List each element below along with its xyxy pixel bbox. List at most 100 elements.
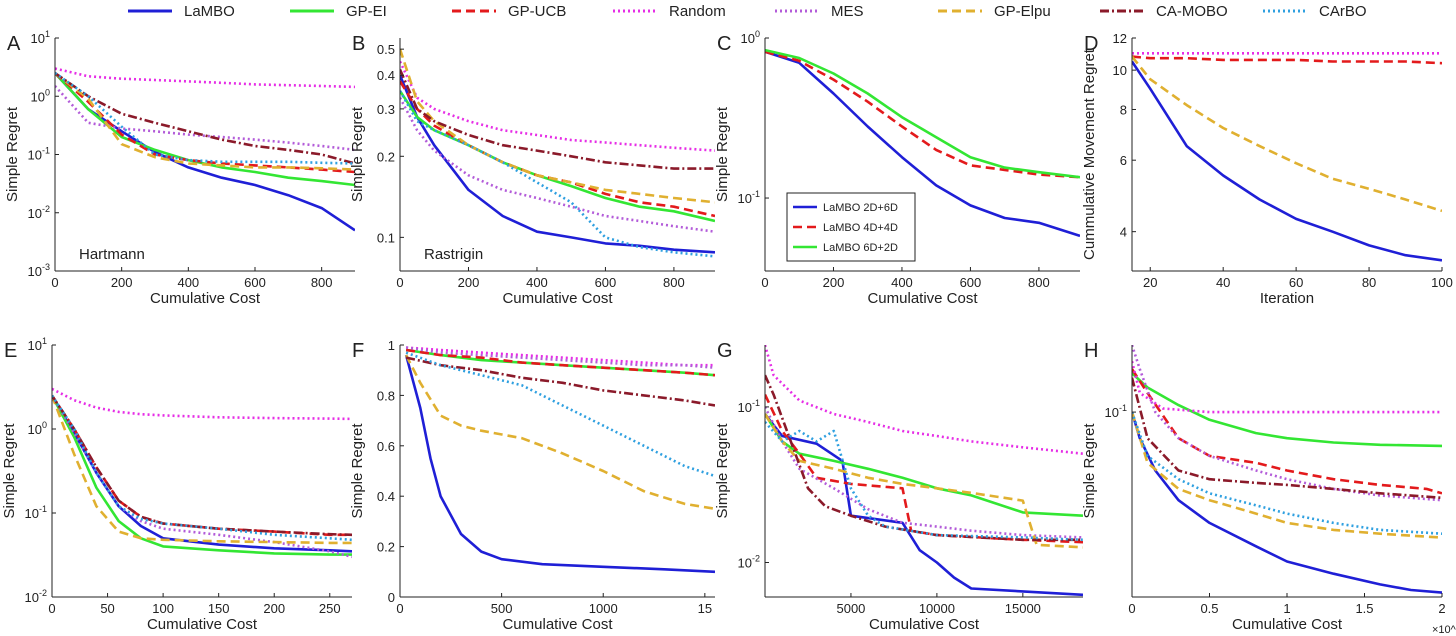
x-tick-label: 20 (1143, 275, 1157, 290)
y-tick-label: 10-1 (738, 398, 760, 415)
x-tick-label: 15 (698, 601, 712, 616)
x-tick-label: 500 (491, 601, 513, 616)
y-tick-label: 6 (1120, 153, 1127, 168)
y-tick-label: 101 (28, 336, 47, 353)
x-tick-label: 200 (263, 601, 285, 616)
panel-c: C 0 200 400 600 800 10-1 100 Cumulative Cost Simp… (714, 29, 1080, 307)
panel-letter: F (352, 340, 364, 362)
series-line-gp-ei (765, 413, 1083, 517)
y-tick-label: 0.1 (377, 230, 395, 245)
legend-item-carbo: CArBO (1263, 3, 1367, 20)
series-line-gp-ucb (765, 394, 1083, 544)
panel-b: B 0 200 400 600 800 0.1 0.2 0.3 0.4 0.5 Cumulative … (349, 33, 715, 307)
y-tick-label: 0.6 (377, 439, 395, 454)
inset-legend-label: LaMBO 4D+4D (823, 222, 898, 234)
series-line-ca-mobo (765, 374, 1083, 542)
panel-annotation: Hartmann (79, 246, 145, 263)
y-tick-label: 12 (1113, 31, 1127, 46)
y-tick-label: 10-2 (25, 588, 47, 605)
series-line-gp-elpu (400, 48, 715, 204)
panel-annotation: Rastrigin (424, 246, 483, 263)
inset-legend-label: LaMBO 6D+2D (823, 242, 898, 254)
legend-item-mes: MES (775, 3, 864, 20)
x-tick-label: 150 (208, 601, 230, 616)
series-line-gp-elpu (1132, 55, 1442, 213)
legend-label: GP-Elpu (994, 3, 1051, 20)
series-line-mes (1132, 345, 1442, 502)
series-line-carbo (405, 351, 715, 478)
x-tick-label: 50 (100, 601, 114, 616)
series-line-random (400, 60, 715, 152)
panels: A0 200 400 600 80010-310-210-1100101Cumulati… (1, 29, 1456, 636)
panel-e: E 0 50 100 150 200 250 10-2 10-1 100 101 Cumulative… (1, 336, 352, 633)
y-tick-label: 0.4 (377, 489, 395, 504)
panel-letter: D (1084, 33, 1098, 55)
legend-item-gp-ucb: GP-UCB (452, 3, 566, 20)
series-line-gp-ucb (1132, 55, 1442, 65)
series-line-gp-ei (52, 394, 352, 556)
top-legend: LaMBO GP-EI GP-UCB Random MES GP-Elpu CA-MOBO C… (128, 3, 1367, 20)
series-line-random (52, 387, 352, 421)
x-tick-label: 200 (458, 275, 480, 290)
series-line-lambo (55, 72, 355, 232)
y-tick-label: 10-2 (28, 204, 50, 221)
y-axis-label: Simple Regret (714, 106, 731, 202)
x-axis-label: Cumulative Cost (147, 616, 258, 633)
y-tick-label: 10-1 (25, 504, 47, 521)
legend-label: LaMBO (184, 3, 235, 20)
y-tick-label: 10-3 (28, 262, 50, 279)
legend-item-ca-mobo: CA-MOBO (1100, 3, 1228, 20)
panel-letter: C (717, 33, 731, 55)
legend-label: CArBO (1319, 3, 1367, 20)
x-multiplier: ×10^4 (1432, 624, 1456, 636)
y-tick-label: 0.2 (377, 149, 395, 164)
x-tick-label: 400 (526, 275, 548, 290)
series-line-lambo-2d-6d (765, 50, 1080, 238)
y-axis-label: Simple Regret (4, 106, 21, 202)
panel-f: F 0 500 1000 15 0 0.2 0.4 0.6 0.8 1 Cumulative Cost… (349, 338, 715, 633)
series-line-gp-ei (1132, 372, 1442, 448)
y-tick-label: 10 (1113, 63, 1127, 78)
series-line-carbo (765, 421, 1083, 542)
x-axis-label: Cumulative Cost (867, 290, 978, 307)
legend-item-gp-elpu: GP-Elpu (938, 3, 1051, 20)
y-tick-label: 0.5 (377, 42, 395, 57)
y-axis-label: Cummulative Movement Regret (1081, 48, 1098, 260)
x-tick-label: 600 (595, 275, 617, 290)
series-line-gp-ei (400, 90, 715, 223)
panel-g: G 5000 10000 15000 10-2 10-1 Cumulative Cost Si… (714, 340, 1083, 633)
y-axis-label: Simple Regret (1, 423, 18, 519)
series-group (404, 346, 715, 574)
series-line-random (765, 345, 1083, 455)
series-group (55, 67, 355, 232)
x-tick-label: 0 (48, 601, 55, 616)
inset-legend-label: LaMBO 2D+6D (823, 202, 898, 214)
series-line-carbo (400, 90, 715, 258)
y-tick-label: 0 (388, 590, 395, 605)
x-axis-label: Cumulative Cost (502, 290, 613, 307)
x-tick-label: 40 (1216, 275, 1230, 290)
panel-h: H 0 0.5 1 1.5 2 10-1 Cumulative Cost Simple Regr… (1081, 340, 1456, 636)
x-tick-label: 80 (1362, 275, 1376, 290)
y-tick-label: 10-1 (28, 146, 50, 163)
x-tick-label: 2 (1438, 601, 1445, 616)
legend-label: CA-MOBO (1156, 3, 1228, 20)
series-line-gp-ucb (52, 394, 352, 537)
series-line-mes (405, 346, 715, 369)
panel-letter: H (1084, 340, 1098, 362)
x-tick-label: 800 (663, 275, 685, 290)
series-line-gp-elpu (55, 72, 355, 171)
y-tick-label: 100 (741, 29, 760, 46)
series-line-gp-elpu (1132, 411, 1442, 539)
panel-a: A 0 200 400 600 800 10-3 10-2 10-1 100 101 Cumulati… (4, 29, 355, 307)
series-line-lambo (765, 413, 1083, 597)
legend-label: GP-UCB (508, 3, 566, 20)
series-group (765, 345, 1083, 597)
y-tick-label: 8 (1120, 102, 1127, 117)
x-tick-label: 0 (51, 275, 58, 290)
series-group (1132, 345, 1442, 594)
series-line-carbo (1132, 411, 1442, 535)
x-tick-label: 800 (1028, 275, 1050, 290)
x-tick-label: 100 (1431, 275, 1453, 290)
series-line-ca-mobo (405, 356, 715, 407)
